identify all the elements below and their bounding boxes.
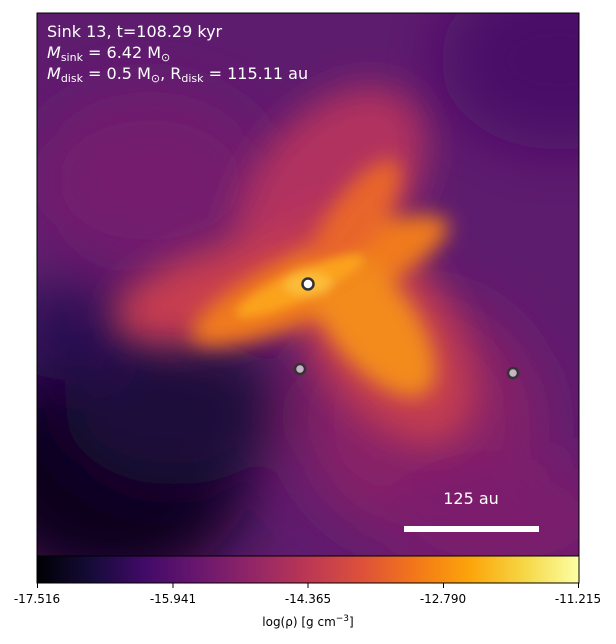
scale-bar-label: 125 au [443,489,499,508]
sink-tertiary-marker [506,366,520,380]
colorbar-tick-label-4: -11.215 [555,592,601,606]
colorbar-ticks [37,583,579,588]
colorbar-tick-label-0: -17.516 [14,592,60,606]
colorbar-axis-label: log(ρ) [g cm−3] [262,614,353,629]
scale-bar [404,526,539,532]
colorbar-tick-label-2: -14.365 [285,592,331,606]
annotation-sink-mass: Msink = 6.42 M⊙ [47,43,170,64]
colorbar-tick-label-1: -15.941 [150,592,196,606]
sink-secondary-marker [293,362,307,376]
density-map [37,13,579,556]
sink-primary-marker [301,277,315,291]
annotation-sink-time: Sink 13, t=108.29 kyr [47,22,223,41]
colorbar [36,555,580,584]
colorbar-tick-labels: -17.516 -15.941 -14.365 -12.790 -11.215 [14,592,601,606]
colorbar-tick-label-3: -12.790 [420,592,466,606]
annotation-disk-properties: Mdisk = 0.5 M⊙, Rdisk = 115.11 au [47,64,308,85]
